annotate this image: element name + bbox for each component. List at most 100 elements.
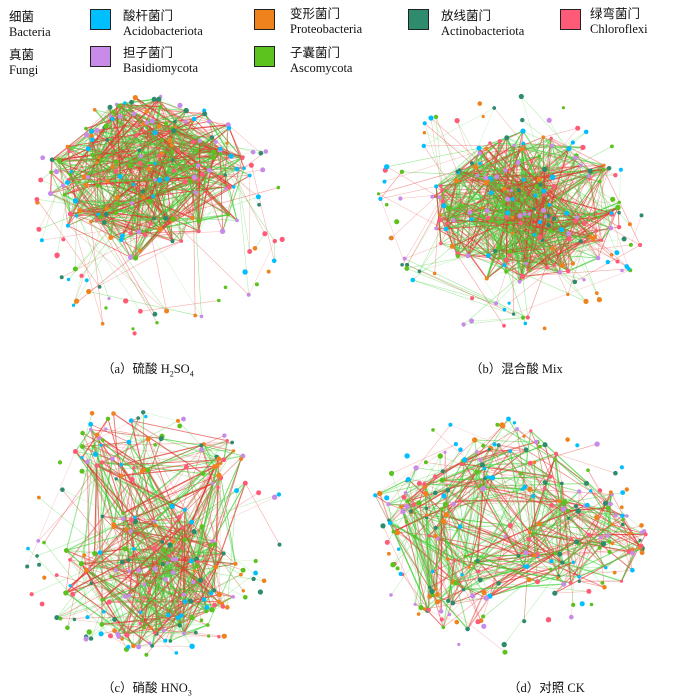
network-node [541,189,546,194]
network-node [90,137,95,142]
network-node [373,493,377,497]
caption-d-formula: CK [567,681,584,695]
network-node [272,259,277,264]
network-node [450,244,455,249]
network-node [209,591,213,595]
negative-edge [221,154,260,205]
network-node [170,504,175,509]
network-node [497,443,501,447]
network-node [438,213,442,217]
network-node [123,594,128,599]
network-node [162,629,166,633]
network-node [180,239,184,243]
network-node [85,278,89,282]
network-node [217,600,221,604]
network-node [590,603,594,607]
network-node [120,637,124,641]
network-node [618,201,621,204]
negative-edge [523,276,528,317]
network-node [184,120,188,124]
network-node [65,626,70,631]
network-node [460,573,463,576]
network-node [200,524,205,529]
network-node [437,195,441,199]
network-node [130,201,134,205]
network-node [542,193,545,196]
network-node [84,183,89,188]
network-node [163,639,167,643]
network-node [583,299,588,304]
network-node [243,167,246,170]
network-node [193,314,197,318]
network-node [278,543,282,547]
network-node [488,176,491,179]
network-node [582,278,585,281]
network-node [457,643,460,646]
network-node [417,481,422,486]
network-node [130,477,135,482]
network-node [157,177,162,182]
network-edges [27,412,279,654]
network-node [188,599,193,604]
network-node [211,155,216,160]
network-node [521,142,525,146]
negative-edge [89,291,202,316]
network-node [524,447,529,452]
network-node [559,263,564,268]
network-node [433,534,437,538]
network-node [217,456,222,461]
network-node [569,581,573,585]
network-node [468,210,473,215]
network-node [214,140,218,144]
network-node [191,529,196,534]
network-node [453,558,457,562]
network-node [428,586,432,590]
network-node [128,164,133,169]
network-node [377,491,382,496]
network-node [158,154,162,158]
network-node [101,515,105,519]
network-node [525,262,528,265]
legend-ascomycota-cn: 子囊菌门 [290,46,352,61]
network-node [226,184,231,189]
network-node [427,534,430,537]
network-node [469,217,473,221]
network-node [386,502,390,506]
network-node [546,617,551,622]
network-node [601,541,606,546]
network-node [144,653,148,657]
network-node [98,550,103,555]
network-node [80,444,85,449]
network-node [206,623,210,627]
network-node [534,440,539,445]
negative-edge [75,216,76,269]
network-node [541,208,546,213]
network-graph-b [360,80,700,350]
network-node [230,441,234,445]
network-node [152,130,157,135]
legend-item-proteobacteria: 变形菌门 Proteobacteria [290,7,362,37]
legend-actinobacteriota-en: Actinobacteriota [441,24,524,39]
network-node [264,149,269,154]
network-node [498,139,502,143]
network-node [147,167,152,172]
network-node [108,105,113,110]
network-node [550,137,553,140]
network-node [40,602,45,607]
network-node [511,216,514,219]
network-node [518,280,522,284]
network-node [425,513,428,516]
network-node [538,220,542,224]
network-node [213,542,217,546]
network-node [445,222,448,225]
network-node [89,428,92,431]
network-node [602,168,606,172]
network-edges [378,96,641,325]
network-node [497,257,500,260]
network-node [166,562,169,565]
network-node [181,417,186,422]
network-node [101,322,105,326]
network-node [478,577,483,582]
network-node [84,132,89,137]
network-node [197,178,201,182]
